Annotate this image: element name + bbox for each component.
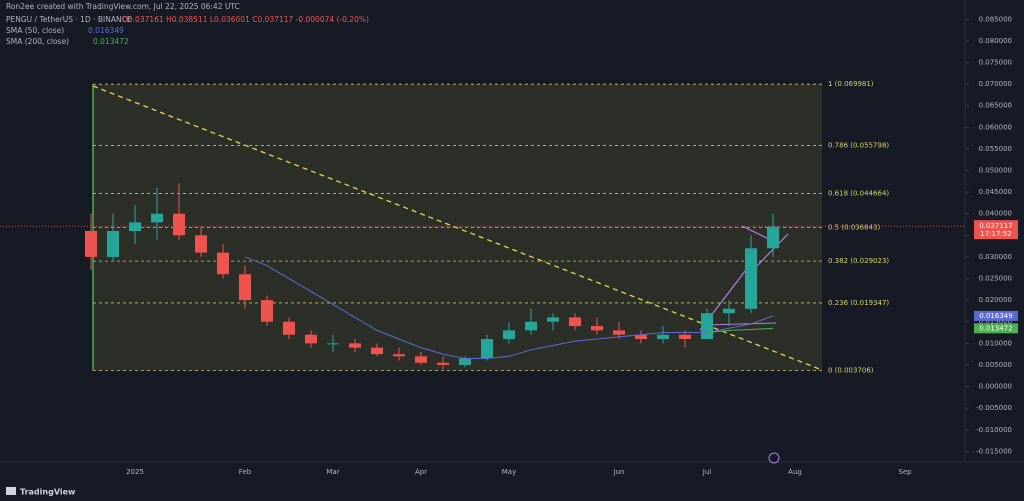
- y-tick-label: 0.060000: [979, 123, 1012, 131]
- credit: Ron2ee created with TradingView.com, Jul…: [6, 2, 240, 11]
- candle-body: [415, 356, 427, 363]
- candle-body: [481, 339, 493, 359]
- fib-label: 0.618 (0.044664): [828, 190, 889, 198]
- event-icon[interactable]: [768, 452, 780, 464]
- pattern-line: [754, 233, 789, 269]
- x-tick-label: Feb: [239, 468, 252, 476]
- sma-label: SMA (50, close): [6, 26, 64, 35]
- fib-label: 1 (0.069981): [828, 80, 874, 88]
- y-tick-label: 0.050000: [979, 167, 1012, 175]
- y-tick-label: 0.065000: [979, 102, 1012, 110]
- y-tick-label: 0.055000: [979, 145, 1012, 153]
- candle-body: [349, 343, 361, 348]
- sma-line: [706, 327, 774, 334]
- candle-body: [107, 231, 119, 257]
- x-tick-label: Sep: [898, 468, 912, 476]
- logo: [6, 487, 16, 495]
- candle-body: [723, 308, 735, 314]
- candle-body: [195, 235, 207, 253]
- candle-body: [173, 213, 185, 236]
- x-tick-label: Apr: [415, 468, 427, 476]
- ohlc: O0.037161 H0.038511 L0.036001 C0.037117 …: [122, 15, 369, 24]
- y-tick-label: 0.070000: [979, 80, 1012, 88]
- trend-line: [92, 85, 823, 371]
- countdown: 17:17:52: [980, 230, 1011, 238]
- x-tick-label: Jul: [702, 468, 712, 476]
- candle-body: [305, 334, 317, 344]
- candle-body: [327, 343, 339, 345]
- candle-body: [283, 321, 295, 335]
- y-tick-label: 0.040000: [979, 210, 1012, 218]
- y-tick-label: 0.030000: [979, 253, 1012, 261]
- sma-box-label: 0.016349: [979, 312, 1012, 320]
- candle-body: [767, 226, 779, 249]
- y-tick-label: -0.015000: [976, 447, 1012, 455]
- sma-line: [244, 256, 774, 359]
- sma-box-label: 0.013472: [979, 324, 1012, 332]
- candle-body: [371, 347, 383, 355]
- x-tick-label: 2025: [126, 468, 144, 476]
- candle-body: [525, 321, 537, 331]
- y-tick-label: 0.005000: [979, 361, 1012, 369]
- candle-body: [503, 330, 515, 340]
- fib-label: 0.786 (0.055798): [828, 141, 889, 149]
- sma-label: SMA (200, close): [6, 37, 69, 46]
- fib-label: 0.382 (0.029023): [828, 257, 889, 265]
- sma-box: [974, 310, 1018, 321]
- candle-body: [591, 326, 603, 331]
- x-tick-label: Jun: [613, 468, 625, 476]
- sma-box: [974, 323, 1018, 334]
- sma-value: 0.013472: [93, 37, 129, 46]
- price-box-label: 0.037117: [979, 222, 1012, 230]
- candle-body: [701, 313, 713, 340]
- y-tick-label: 0.010000: [979, 339, 1012, 347]
- x-tick-label: Mar: [326, 468, 339, 476]
- candle-body: [239, 274, 251, 301]
- y-tick-label: 0.075000: [979, 58, 1012, 66]
- candle-body: [393, 354, 405, 357]
- candle-body: [151, 213, 163, 223]
- brand: TradingView: [20, 488, 76, 497]
- candle-body: [459, 358, 471, 365]
- candle-body: [745, 248, 757, 309]
- x-tick-label: Aug: [788, 468, 802, 476]
- candle-body: [613, 330, 625, 335]
- fib-label: 0 (0.003706): [828, 367, 874, 375]
- candle-body: [437, 362, 449, 365]
- sma-value: 0.016349: [88, 26, 124, 35]
- candle-body: [85, 231, 97, 257]
- candle-body: [547, 317, 559, 322]
- y-tick-label: 0.015000: [979, 318, 1012, 326]
- fib-label: 0.5 (0.036843): [828, 223, 880, 231]
- y-tick-label: 0.000000: [979, 383, 1012, 391]
- candle-body: [217, 252, 229, 275]
- y-tick-label: 0.085000: [979, 15, 1012, 23]
- symbol: PENGU / TetherUS · 1D · BINANCE: [6, 15, 132, 24]
- y-tick-label: 0.080000: [979, 37, 1012, 45]
- candle-body: [569, 317, 581, 327]
- y-tick-label: -0.005000: [976, 404, 1012, 412]
- candle-body: [261, 300, 273, 322]
- candle-body: [657, 334, 669, 340]
- price-box: [974, 220, 1018, 240]
- candle-body: [635, 334, 647, 340]
- y-tick-label: 0.045000: [979, 188, 1012, 196]
- candle-body: [129, 222, 141, 231]
- candle-body: [679, 334, 691, 340]
- x-tick-label: May: [502, 468, 516, 476]
- y-tick-label: 0.025000: [979, 275, 1012, 283]
- y-tick-label: 0.020000: [979, 296, 1012, 304]
- fib-label: 0.236 (0.019347): [828, 299, 889, 307]
- y-tick-label: -0.010000: [976, 426, 1012, 434]
- pattern-line: [703, 322, 777, 326]
